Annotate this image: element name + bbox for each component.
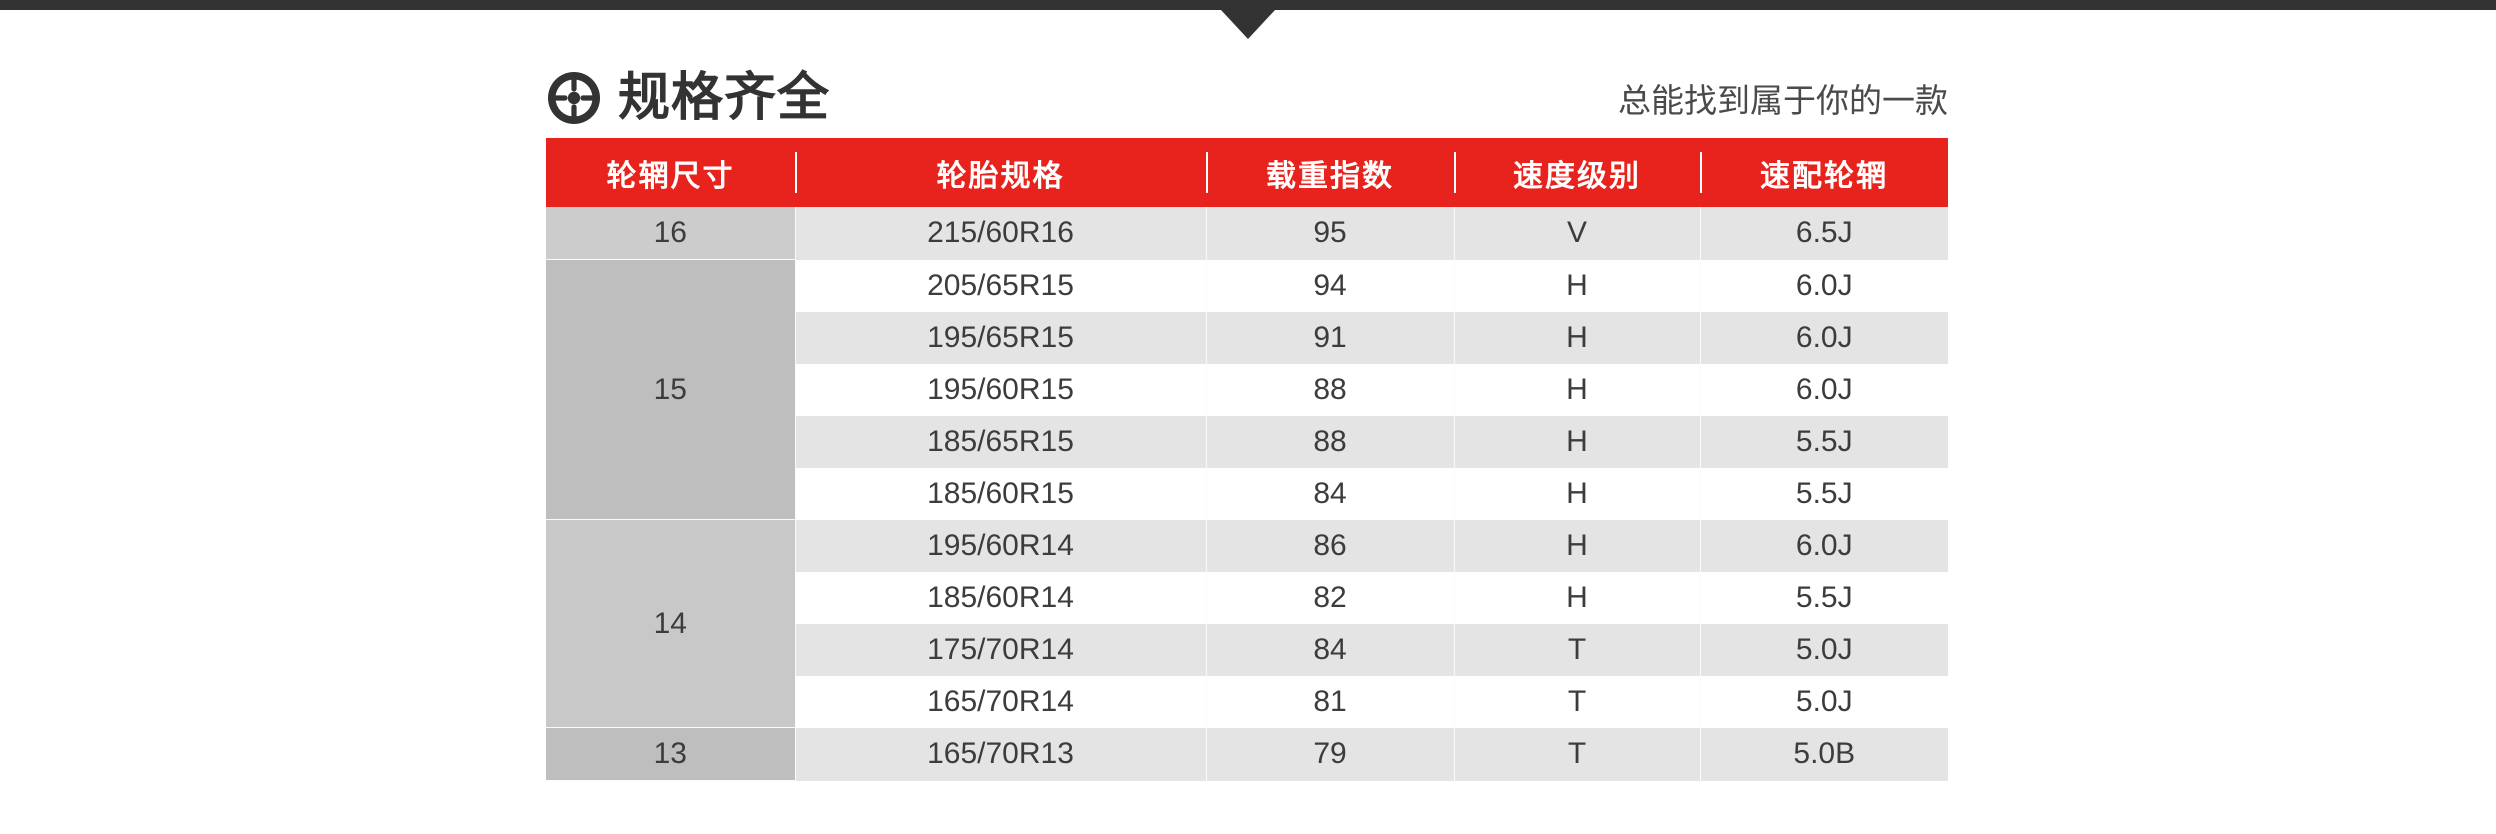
cell-speed-rating: V [1454, 207, 1701, 260]
table-row: 195/60R15 88 H 6.0J [546, 363, 1948, 416]
cell-tire-spec: 165/70R14 [795, 675, 1207, 728]
table-row: 14 195/60R14 86 H 6.0J [546, 519, 1948, 728]
page-title: 规格齐全 [618, 69, 831, 127]
table-header: 轮辋尺寸 轮胎规格 载重指数 速度级别 速配轮辋 [546, 138, 1948, 207]
table-header-row: 轮辋尺寸 轮胎规格 载重指数 速度级别 速配轮辋 [546, 138, 1948, 207]
section-heading: 规格齐全 总能找到属于你的一款 [546, 54, 1948, 126]
cell-rim-width: 5.0J [1700, 623, 1948, 676]
column-header-speed-rating: 速度级别 [1454, 138, 1700, 207]
cell-tire-spec: 165/70R13 [795, 727, 1207, 781]
column-header-tire-spec: 轮胎规格 [795, 138, 1206, 207]
rim-size-group-cell: 13 [546, 727, 796, 781]
cell-tire-spec: 185/60R15 [795, 467, 1207, 520]
cell-speed-rating: H [1454, 363, 1701, 416]
cell-rim-width: 5.0J [1700, 675, 1948, 728]
cell-speed-rating: H [1454, 519, 1701, 572]
cell-tire-spec: 215/60R16 [795, 207, 1207, 260]
cell-rim-width: 6.5J [1700, 207, 1948, 260]
rim-size-group-cell: 14 [546, 519, 796, 728]
cell-speed-rating: H [1454, 311, 1701, 364]
cell-load-index: 84 [1206, 467, 1455, 520]
cell-speed-rating: H [1454, 571, 1701, 624]
cell-rim-width: 5.0B [1700, 727, 1948, 781]
cell-speed-rating: T [1454, 727, 1701, 781]
table-row: 16 215/60R16 95 V 6.5J [546, 207, 1948, 260]
column-header-load-index: 载重指数 [1206, 138, 1454, 207]
rim-size-group-cell: 15 [546, 259, 796, 520]
cell-load-index: 94 [1206, 259, 1455, 312]
cell-speed-rating: H [1454, 415, 1701, 468]
table-row: 195/65R15 91 H 6.0J [546, 311, 1948, 364]
cell-tire-spec: 185/65R15 [795, 415, 1207, 468]
cell-speed-rating: T [1454, 623, 1701, 676]
column-header-rim-width: 速配轮辋 [1700, 138, 1948, 207]
cell-rim-width: 5.5J [1700, 467, 1948, 520]
wheel-rim-icon [546, 70, 602, 126]
table-row: 185/60R15 84 H 5.5J [546, 467, 1948, 520]
cell-load-index: 81 [1206, 675, 1455, 728]
table-row: 185/60R14 82 H 5.5J [546, 571, 1948, 624]
cell-load-index: 91 [1206, 311, 1455, 364]
table-row: 165/70R14 81 T 5.0J [546, 675, 1948, 728]
heading-subtitle: 总能找到属于你的一款 [1618, 82, 1948, 119]
heading-left-group: 规格齐全 [546, 70, 830, 126]
cell-speed-rating: H [1454, 259, 1701, 312]
cell-tire-spec: 195/65R15 [795, 311, 1207, 364]
table-body: 16 215/60R16 95 V 6.5J 15 205/65R15 94 H… [546, 207, 1948, 781]
tire-specification-table: 轮辋尺寸 轮胎规格 载重指数 速度级别 速配轮辋 16 215/60R16 95… [546, 138, 1948, 781]
cell-speed-rating: T [1454, 675, 1701, 728]
cell-rim-width: 5.5J [1700, 571, 1948, 624]
cell-load-index: 88 [1206, 415, 1455, 468]
cell-tire-spec: 195/60R14 [795, 519, 1207, 572]
table-row: 175/70R14 84 T 5.0J [546, 623, 1948, 676]
cell-tire-spec: 195/60R15 [795, 363, 1207, 416]
top-accent-bar [0, 0, 2496, 10]
cell-load-index: 86 [1206, 519, 1455, 572]
cell-rim-width: 6.0J [1700, 519, 1948, 572]
table-row: 15 205/65R15 94 H 6.0J [546, 259, 1948, 520]
table-row: 185/65R15 88 H 5.5J [546, 415, 1948, 468]
cell-load-index: 84 [1206, 623, 1455, 676]
cell-load-index: 95 [1206, 207, 1455, 260]
column-header-rim-size: 轮辋尺寸 [546, 138, 795, 207]
cell-load-index: 88 [1206, 363, 1455, 416]
cell-tire-spec: 175/70R14 [795, 623, 1207, 676]
cell-speed-rating: H [1454, 467, 1701, 520]
table-row: 13 165/70R13 79 T 5.0B [546, 727, 1948, 781]
cell-load-index: 79 [1206, 727, 1455, 781]
cell-rim-width: 6.0J [1700, 311, 1948, 364]
cell-tire-spec: 185/60R14 [795, 571, 1207, 624]
cell-rim-width: 5.5J [1700, 415, 1948, 468]
cell-rim-width: 6.0J [1700, 363, 1948, 416]
triangle-down-icon [1221, 10, 1275, 39]
cell-rim-width: 6.0J [1700, 259, 1948, 312]
rim-size-group-cell: 16 [546, 207, 796, 260]
cell-tire-spec: 205/65R15 [795, 259, 1207, 312]
cell-load-index: 82 [1206, 571, 1455, 624]
